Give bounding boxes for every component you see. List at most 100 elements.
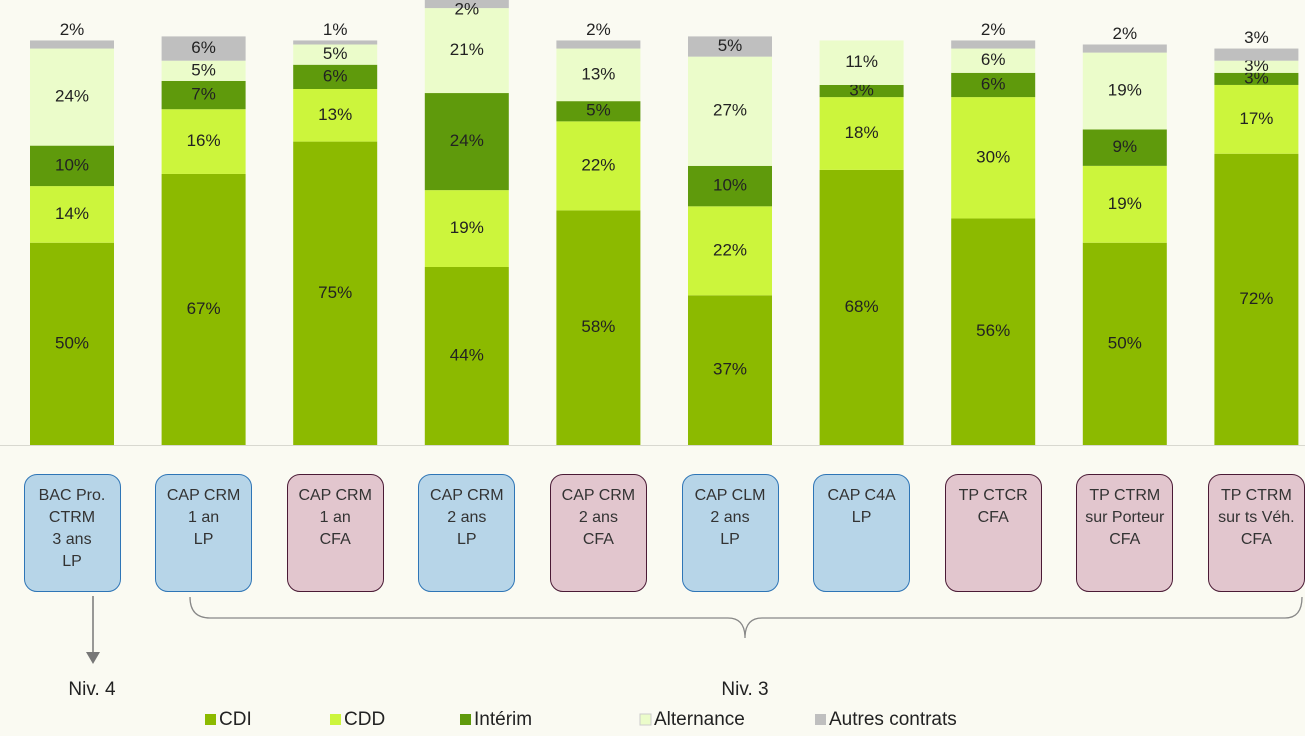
bar-segment [688, 56, 772, 166]
bar-segment [1082, 242, 1167, 445]
value-label: 6% [323, 66, 348, 85]
legend-swatch [205, 714, 216, 725]
bar-segment [1214, 84, 1299, 154]
value-label: 3% [849, 81, 874, 100]
bar-segment [30, 186, 114, 243]
category-label: TP CTRM sur Porteur CFA [1076, 474, 1174, 592]
bar-segment [556, 40, 641, 49]
legend-label: Autres contrats [829, 709, 957, 730]
bar-segment [293, 44, 378, 65]
category-label: BAC Pro. CTRM 3 ans LP [23, 474, 121, 592]
bar-segment [819, 169, 904, 445]
category-label: CAP CRM 1 an LP [155, 474, 253, 592]
bar-segment [688, 36, 772, 57]
value-label: 19% [450, 218, 484, 237]
value-label: 13% [581, 64, 615, 83]
value-label: 1% [323, 20, 348, 39]
bar-segment [1082, 44, 1167, 53]
bar-segment [1082, 52, 1167, 130]
bar-segment [424, 93, 509, 191]
value-label: 58% [581, 317, 615, 336]
bar-segment [293, 40, 378, 45]
legend-swatch [460, 714, 471, 725]
category-label: CAP CRM 2 ans LP [418, 474, 516, 592]
bar-segment [161, 36, 246, 61]
value-label: 44% [450, 345, 484, 364]
bar-segment [556, 210, 641, 445]
value-label: 3% [1244, 28, 1269, 47]
value-label: 3% [1244, 56, 1269, 75]
legend-label: CDD [344, 709, 385, 730]
value-label: 10% [55, 155, 89, 174]
bar-segment [30, 145, 114, 187]
bar-segment [293, 64, 378, 89]
bar-segment [30, 40, 114, 49]
annotation: Niv. 4 [68, 679, 116, 700]
value-label: 6% [191, 38, 216, 57]
value-label: 14% [55, 204, 89, 223]
value-label: 72% [1239, 289, 1273, 308]
value-label: 6% [981, 50, 1006, 69]
value-label: 19% [1108, 194, 1142, 213]
legend-swatch [815, 714, 826, 725]
bar-segment [688, 206, 772, 296]
value-label: 21% [450, 40, 484, 59]
bar-segment [1214, 48, 1299, 61]
value-label: 5% [718, 36, 743, 55]
bar-segment [161, 109, 246, 174]
bar-segment [161, 173, 246, 446]
value-label: 5% [191, 60, 216, 79]
value-label: 50% [1108, 333, 1142, 352]
bar-segment [1214, 153, 1299, 445]
bar-segment [161, 60, 246, 81]
bar-segment [1082, 129, 1167, 166]
bar-segment [951, 40, 1036, 49]
value-label: 10% [713, 176, 747, 195]
bar-segment [30, 48, 114, 146]
value-label: 22% [713, 240, 747, 259]
legend-label: CDI [219, 709, 252, 730]
legend-swatch [330, 714, 341, 725]
value-label: 22% [581, 155, 615, 174]
category-label: CAP C4A LP [813, 474, 911, 592]
legend-label: Intérim [474, 709, 532, 730]
value-label: 16% [187, 131, 221, 150]
value-label: 18% [845, 123, 879, 142]
value-label: 2% [981, 20, 1006, 39]
bar-segment [556, 121, 641, 211]
value-label: 2% [455, 0, 480, 18]
bar-segment [951, 48, 1036, 73]
legend-swatch [639, 713, 652, 726]
value-label: 13% [318, 105, 352, 124]
bar-segment [951, 97, 1036, 219]
value-label: 19% [1108, 81, 1142, 100]
brace [189, 596, 1303, 639]
bar-segment [424, 190, 509, 267]
value-label: 7% [191, 85, 216, 104]
value-label: 2% [586, 20, 611, 39]
category-label: TP CTRM sur ts Véh. CFA [1207, 474, 1305, 592]
bar-segment [293, 141, 378, 445]
value-label: 2% [60, 20, 85, 39]
bar-segment [951, 72, 1036, 98]
bar-segment [951, 218, 1036, 445]
bar-segment [293, 89, 378, 142]
value-label: 2% [1113, 24, 1138, 43]
bar-segment [424, 267, 509, 445]
value-label: 68% [845, 297, 879, 316]
bar-segment [1214, 72, 1299, 85]
bar-segment [1214, 60, 1299, 73]
category-label: TP CTCR CFA [944, 474, 1042, 592]
value-label: 56% [976, 321, 1010, 340]
bar-segment [688, 295, 772, 445]
category-label: CAP CLM 2 ans LP [681, 474, 779, 592]
value-label: 27% [713, 101, 747, 120]
value-label: 24% [450, 131, 484, 150]
bar-segment [819, 84, 904, 98]
bar-segment [819, 40, 904, 85]
value-label: 37% [713, 360, 747, 379]
value-label: 67% [187, 299, 221, 318]
value-label: 9% [1113, 137, 1138, 156]
value-label: 24% [55, 87, 89, 106]
